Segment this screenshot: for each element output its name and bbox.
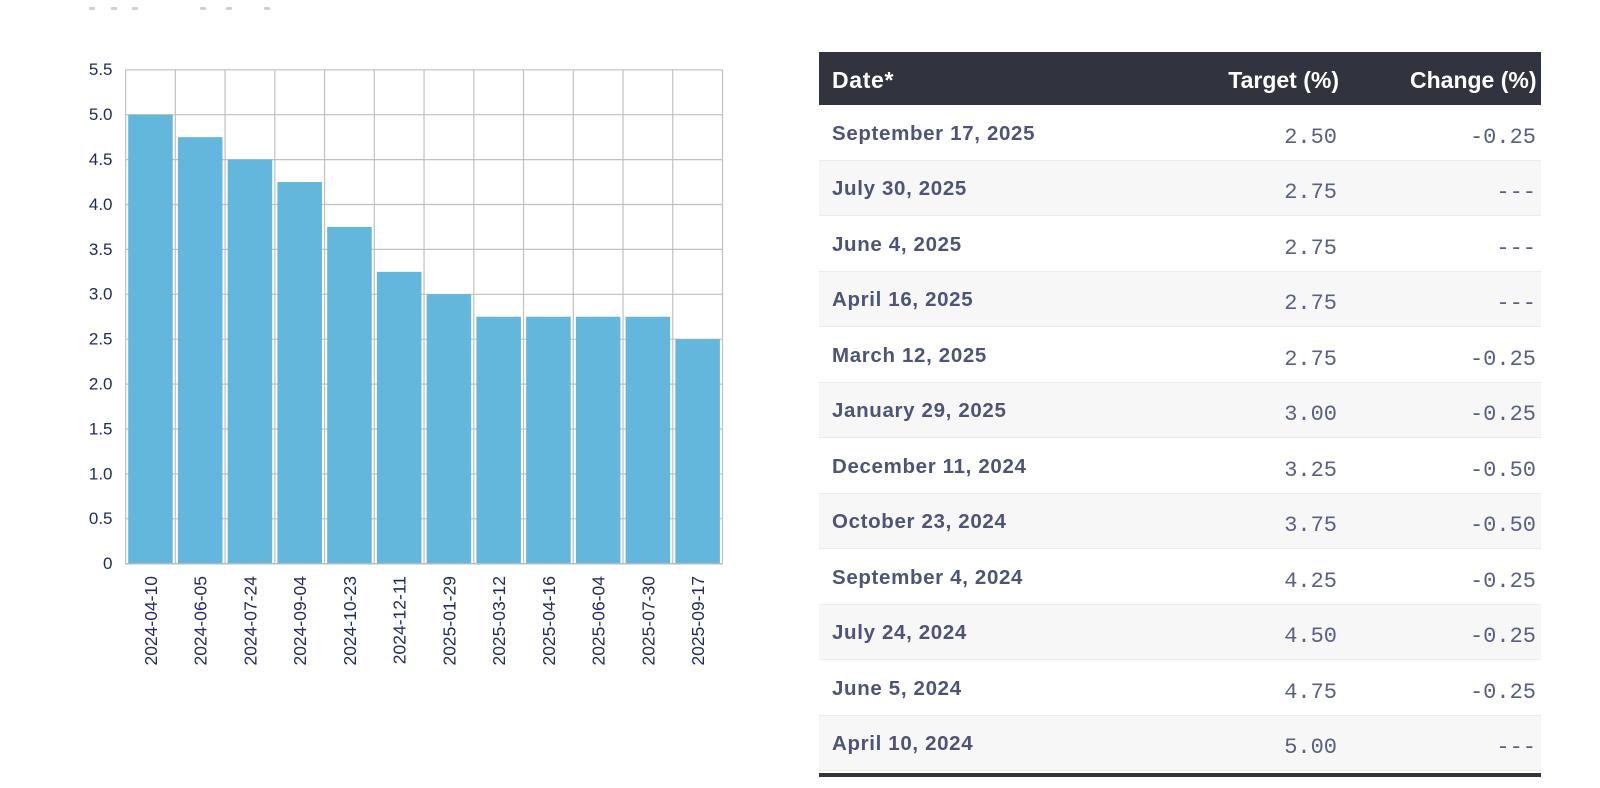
svg-text:0: 0 xyxy=(103,554,112,573)
svg-text:2024-07-24: 2024-07-24 xyxy=(240,576,260,666)
svg-text:2024-09-04: 2024-09-04 xyxy=(290,576,310,666)
svg-text:2025-09-17: 2025-09-17 xyxy=(688,576,708,666)
svg-text:1.0: 1.0 xyxy=(89,464,113,483)
svg-text:4.0: 4.0 xyxy=(89,195,113,214)
svg-text:2024-10-23: 2024-10-23 xyxy=(340,576,360,666)
svg-text:0.5: 0.5 xyxy=(89,509,113,528)
svg-text:4.5: 4.5 xyxy=(89,150,113,169)
svg-text:3.5: 3.5 xyxy=(89,240,113,259)
svg-text:2025-04-16: 2025-04-16 xyxy=(539,576,559,666)
svg-text:2.5: 2.5 xyxy=(89,330,113,349)
svg-text:2024-04-10: 2024-04-10 xyxy=(141,576,161,666)
svg-text:3.0: 3.0 xyxy=(89,285,113,304)
svg-text:2.0: 2.0 xyxy=(89,375,113,394)
svg-text:2025-01-29: 2025-01-29 xyxy=(439,576,459,666)
svg-text:5.0: 5.0 xyxy=(89,105,113,124)
svg-text:1.5: 1.5 xyxy=(89,419,113,438)
svg-text:2025-06-04: 2025-06-04 xyxy=(589,576,609,666)
svg-text:2025-03-12: 2025-03-12 xyxy=(489,576,509,666)
svg-text:2024-06-05: 2024-06-05 xyxy=(191,576,211,666)
svg-text:2025-07-30: 2025-07-30 xyxy=(638,576,658,666)
svg-text:5.5: 5.5 xyxy=(89,60,113,79)
svg-text:2024-12-11: 2024-12-11 xyxy=(390,576,410,664)
